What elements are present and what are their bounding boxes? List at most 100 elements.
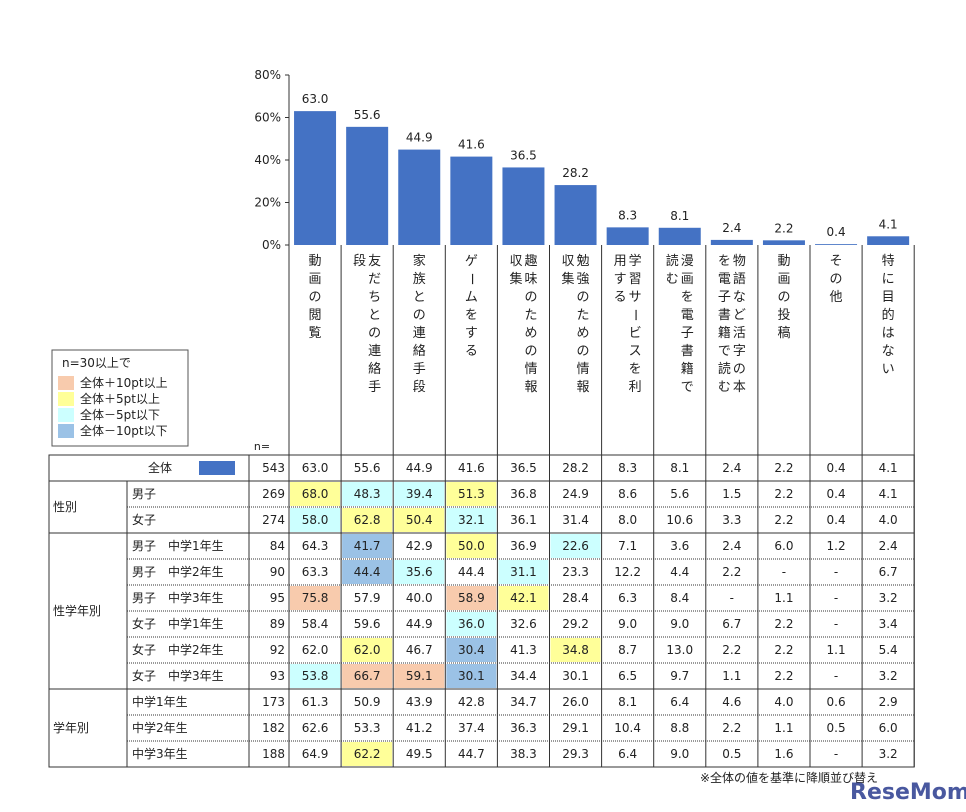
table-cell: 62.0 [302, 643, 329, 657]
table-cell: 12.2 [614, 565, 641, 579]
highlight-cell [342, 560, 393, 584]
table-cell: 22.6 [562, 539, 589, 553]
table-cell: 42.1 [510, 591, 537, 605]
bar [867, 236, 910, 245]
category-label: 動 [309, 254, 322, 269]
row-label: 女子 中学1年生 [132, 616, 224, 631]
table-cell: 34.8 [562, 643, 589, 657]
bar [346, 126, 389, 245]
table-cell: 34.7 [510, 695, 537, 709]
category-label: と [368, 308, 381, 323]
table-cell: 66.7 [354, 669, 381, 683]
highlight-cell [446, 612, 497, 636]
bar [450, 156, 493, 245]
table-cell: 2.2 [774, 617, 793, 631]
category-label: 情 [524, 362, 537, 377]
highlight-cell [550, 534, 601, 558]
legend-title: n=30以上で [62, 356, 131, 370]
highlight-cell [342, 508, 393, 532]
category-label: 漫 [681, 254, 694, 269]
row-n-value: 95 [270, 591, 285, 605]
table-cell: 75.8 [302, 591, 329, 605]
table-cell: 4.0 [774, 695, 793, 709]
table-cell: 1.2 [827, 539, 846, 553]
table-cell: 2.2 [722, 721, 741, 735]
category-label: 籍 [681, 361, 694, 377]
bar-value-label: 36.5 [510, 148, 537, 162]
table-cell: 31.4 [562, 513, 589, 527]
highlight-cell [446, 534, 497, 558]
row-label: 女子 中学3年生 [132, 668, 224, 683]
category-label: 画 [777, 272, 790, 287]
table-cell: 64.3 [302, 539, 329, 553]
category-label: 字 [733, 344, 746, 359]
category-label: 収 [509, 254, 522, 269]
table-cell: 6.0 [879, 721, 898, 735]
category-label: 投 [777, 307, 790, 323]
table-cell: 1.1 [774, 721, 793, 735]
table-cell: 55.6 [354, 461, 381, 475]
category-label: 趣 [524, 254, 537, 269]
highlight-cell [342, 638, 393, 662]
category-label: 友 [368, 253, 381, 269]
y-tick-label: 60% [254, 111, 281, 125]
table-cell: 51.3 [458, 487, 485, 501]
table-cell: 29.3 [562, 747, 589, 761]
table-cell: 5.4 [879, 643, 898, 657]
table-cell: 49.5 [406, 747, 433, 761]
category-label: で [681, 380, 694, 395]
table-cell: - [730, 591, 734, 605]
bar-value-label: 0.4 [827, 225, 846, 239]
table-cell: 62.6 [302, 721, 329, 735]
row-n-value: 93 [270, 669, 285, 683]
n-header-label: n= [254, 440, 270, 453]
table-cell: 30.1 [562, 669, 589, 683]
category-label: な [733, 290, 746, 305]
total-color-swatch [199, 461, 235, 475]
category-label: 動 [777, 254, 790, 269]
table-cell: 4.1 [879, 461, 898, 475]
table-cell: 63.3 [302, 565, 329, 579]
bar-value-label: 2.4 [722, 221, 741, 235]
table-cell: 6.7 [722, 617, 741, 631]
table-cell: 9.0 [618, 617, 637, 631]
bar-value-label: 41.6 [458, 138, 485, 152]
table-cell: 44.9 [406, 461, 433, 475]
table-cell: 6.0 [774, 539, 793, 553]
table-cell: 7.1 [618, 539, 637, 553]
table-cell: 38.3 [510, 747, 537, 761]
bar [815, 244, 858, 245]
category-label: 連 [413, 326, 426, 341]
table-cell: 61.3 [302, 695, 329, 709]
table-cell: 0.6 [827, 695, 846, 709]
row-n-value: 84 [270, 539, 285, 553]
table-cell: 2.2 [722, 643, 741, 657]
bar [398, 149, 441, 245]
table-cell: 29.1 [562, 721, 589, 735]
highlight-cell [446, 586, 497, 610]
highlight-cell [498, 560, 549, 584]
category-label: 読 [718, 361, 731, 377]
table-cell: 59.1 [406, 669, 433, 683]
table-cell: 2.2 [774, 461, 793, 475]
table-cell: 31.1 [510, 565, 537, 579]
table-cell: 41.3 [510, 643, 537, 657]
highlight-cell [394, 664, 445, 688]
category-label: 用 [614, 254, 627, 269]
legend-swatch [58, 376, 74, 390]
table-cell: 43.9 [406, 695, 433, 709]
category-label: 物 [733, 254, 746, 269]
highlight-cell [394, 482, 445, 506]
category-label: 絡 [368, 361, 381, 377]
table-cell: 36.0 [458, 617, 485, 631]
table-cell: 36.3 [510, 721, 537, 735]
table-cell: 2.2 [774, 669, 793, 683]
table-cell: 57.9 [354, 591, 381, 605]
bar [502, 167, 545, 245]
highlight-cell [290, 508, 341, 532]
table-cell: 34.4 [510, 669, 537, 683]
table-cell: 6.4 [618, 747, 637, 761]
table-cell: 9.0 [670, 617, 689, 631]
category-label: 書 [681, 344, 694, 359]
highlight-cell [290, 586, 341, 610]
